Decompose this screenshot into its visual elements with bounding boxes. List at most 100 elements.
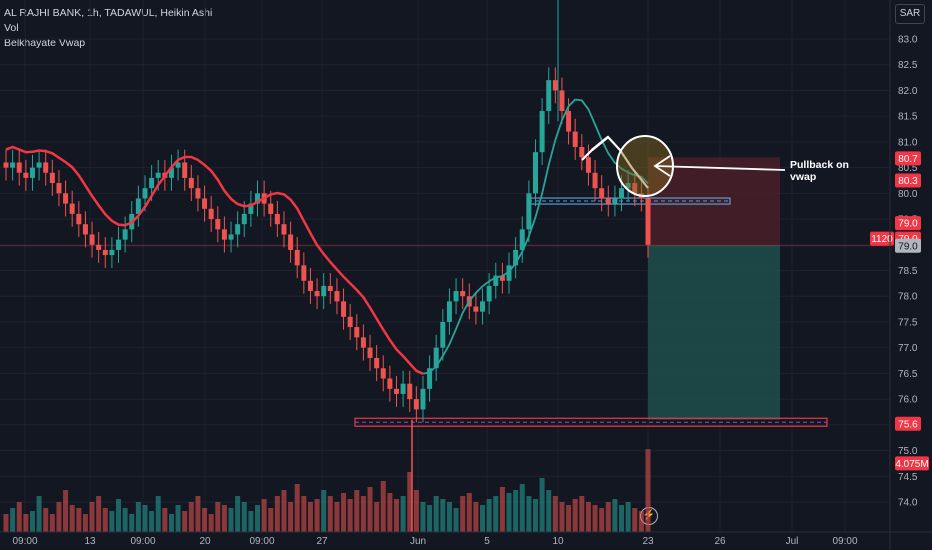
candle-body — [473, 306, 479, 312]
candle-body — [446, 301, 452, 322]
volume-bar — [321, 490, 327, 532]
volume-bar — [188, 502, 194, 532]
candle-body — [334, 291, 340, 302]
candle-body — [155, 172, 161, 178]
candle-body — [135, 198, 141, 214]
candle-body — [116, 239, 122, 250]
volume-bar — [175, 505, 181, 532]
volume-bar — [638, 511, 644, 532]
candle-body — [532, 152, 538, 194]
volume-bar — [526, 496, 532, 532]
candle-body — [347, 316, 353, 328]
volume-bar — [612, 499, 618, 532]
candle-body — [3, 162, 9, 168]
volume-bar — [367, 487, 373, 532]
candle-body — [56, 183, 62, 194]
candle-body — [49, 172, 55, 184]
candle-body — [281, 224, 287, 235]
volume-bar — [532, 499, 538, 532]
time-tick-label: Jun — [410, 536, 426, 547]
volume-bar — [493, 496, 499, 532]
candle-body — [559, 90, 565, 112]
chart-legend: AL RAJHI BANK, 1h, TADAWUL, Heikin Ashi … — [4, 6, 212, 51]
volume-bar — [420, 502, 426, 532]
vwap-indicator-label[interactable]: Belkhayate Vwap — [4, 37, 86, 49]
candle-body — [360, 337, 366, 348]
candle-body — [420, 388, 426, 410]
volume-bar — [645, 449, 651, 532]
price-tick-label: 80.0 — [898, 189, 918, 200]
volume-bar — [116, 499, 122, 532]
candle-body — [16, 162, 22, 173]
volume-bar — [76, 508, 82, 532]
volume-bar — [208, 514, 214, 532]
volume-bar — [400, 496, 406, 532]
candle-body — [367, 347, 373, 358]
candle-body — [294, 249, 300, 266]
time-tick-label: 13 — [84, 536, 96, 547]
candle-body — [149, 177, 155, 189]
candle-body — [63, 193, 69, 204]
candle-body — [109, 249, 115, 256]
target-price-tag-bg — [895, 416, 921, 431]
volume-bar — [307, 502, 313, 532]
volume-bar — [619, 505, 625, 532]
price-tick-label: 75.0 — [898, 446, 918, 457]
volume-bar — [63, 490, 69, 532]
stop-price-tag: 80.7 — [898, 154, 918, 165]
candle-body — [36, 162, 42, 168]
volume-bar — [473, 502, 479, 532]
volume-bar — [89, 502, 95, 532]
candle-body — [168, 167, 174, 178]
price-tick-label: 82.0 — [898, 86, 918, 97]
time-tick-label: 26 — [714, 536, 726, 547]
candle-body — [539, 111, 545, 153]
volume-bar — [592, 505, 598, 532]
price-tick-label: 77.0 — [898, 343, 918, 354]
volume-bar — [155, 496, 161, 532]
volume-bar — [129, 514, 135, 532]
candle-body — [122, 229, 128, 240]
candle-body — [486, 285, 492, 302]
volume-bar — [215, 502, 221, 532]
volume-bar — [182, 511, 188, 532]
volume-bar — [559, 502, 565, 532]
candle-body — [208, 208, 214, 220]
volume-bar — [142, 505, 148, 532]
price-tick-label: 78.5 — [898, 266, 918, 277]
vwap-line-up — [422, 98, 649, 375]
volume-bar — [387, 493, 393, 532]
candle-body — [195, 188, 201, 199]
volume-bar — [82, 514, 88, 532]
currency-button[interactable]: SAR — [895, 4, 925, 24]
price-tick-label: 81.5 — [898, 112, 918, 123]
volume-bar — [168, 514, 174, 532]
volume-bar — [413, 490, 419, 532]
vwap-line-down — [5, 145, 424, 375]
volume-bar — [96, 496, 102, 532]
candle-body — [354, 327, 360, 338]
target-price-tag: 75.6 — [898, 419, 918, 430]
volume-bar — [446, 502, 452, 532]
volume-bar — [407, 472, 413, 532]
symbol-title[interactable]: AL RAJHI BANK, 1h, TADAWUL, Heikin Ashi — [4, 7, 213, 19]
candle-body — [453, 291, 459, 302]
candle-body — [619, 188, 625, 199]
price-tick-label: 81.0 — [898, 137, 918, 148]
time-tick-label: 10 — [552, 536, 564, 547]
volume-bar — [334, 502, 340, 532]
volume-bar — [135, 502, 141, 532]
volume-bar — [261, 499, 267, 532]
volume-bar — [36, 496, 42, 532]
volume-bar — [513, 490, 519, 532]
volume-tag: 4.075M — [895, 459, 928, 470]
volume-bar — [546, 490, 552, 532]
volume-bar — [354, 490, 360, 532]
volume-bar — [281, 490, 287, 532]
time-tick-label: Jul — [786, 536, 799, 547]
candle-body — [612, 198, 618, 204]
annotation-text: Pullback on — [790, 159, 849, 171]
annotation-arrow-head — [653, 155, 671, 177]
volume-indicator-label[interactable]: Vol — [4, 22, 19, 34]
